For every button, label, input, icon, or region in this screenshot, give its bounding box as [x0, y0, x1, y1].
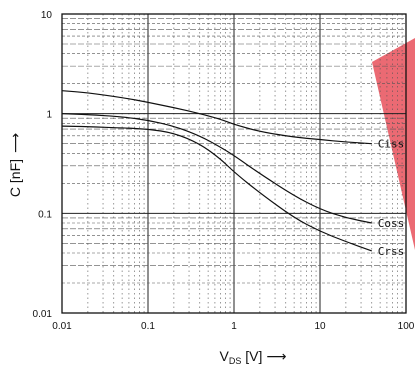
- x-axis-arrow: ⟶: [266, 348, 286, 364]
- x-axis-title-unit: [V]: [241, 348, 262, 364]
- series-line-coss: [61, 113, 372, 224]
- y-tick-label: 1: [46, 110, 52, 121]
- series-labels: Ciss Coss Crss: [378, 138, 405, 258]
- x-tick-label: 1: [231, 321, 237, 332]
- x-tick-label: 0.1: [141, 321, 155, 332]
- y-axis-title-text: C [nF]: [7, 159, 23, 197]
- tick-labels: 0.01 0.1 1 10 100 0.01 0.1 1 10: [33, 10, 415, 332]
- series-label-coss: Coss: [378, 217, 405, 230]
- x-axis-title-main: V: [220, 348, 230, 364]
- x-tick-label: 10: [314, 321, 326, 332]
- x-tick-label: 0.01: [52, 321, 72, 332]
- x-axis-title: VDS [V] ⟶: [220, 348, 287, 366]
- y-tick-label: 0.01: [33, 309, 53, 320]
- series-line-crss: [61, 125, 373, 252]
- watermark-shape: [372, 38, 415, 250]
- series-label-ciss: Ciss: [378, 138, 405, 151]
- series-lines: [61, 90, 373, 252]
- y-axis-arrow: ⟶: [7, 133, 23, 153]
- grid: [62, 14, 406, 313]
- y-axis-title: C [nF] ⟶: [7, 133, 23, 197]
- y-tick-label: 10: [41, 10, 53, 21]
- x-tick-label: 100: [398, 321, 415, 332]
- series-line-ciss: [61, 90, 372, 145]
- plot-frame: [61, 13, 407, 314]
- series-label-crss: Crss: [378, 245, 405, 258]
- x-axis-title-sub: DS: [229, 356, 242, 366]
- y-tick-label: 0.1: [38, 209, 52, 220]
